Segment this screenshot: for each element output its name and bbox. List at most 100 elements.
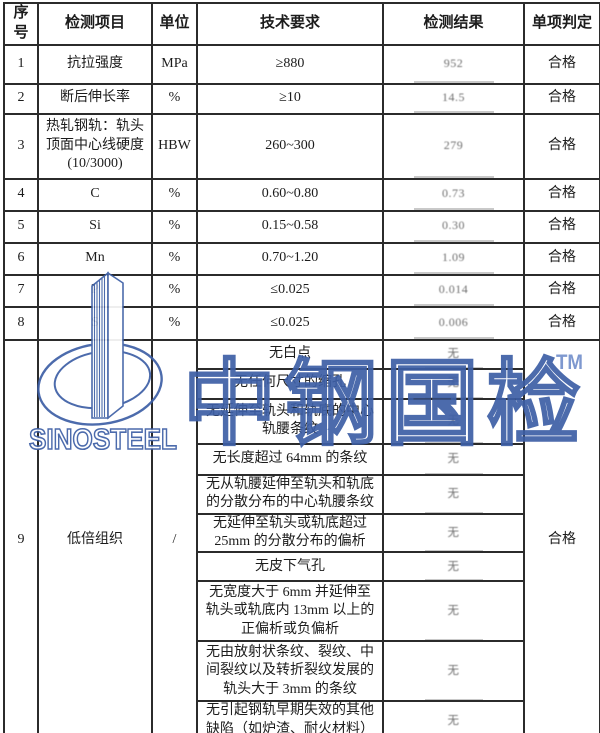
result-value: 无 bbox=[447, 605, 460, 618]
table-row-9-sub: 无任何尺寸的缩孔 无 bbox=[4, 367, 600, 400]
scan-artifact-bar bbox=[413, 239, 494, 241]
table-header-row: 序号 检测项目 单位 技术要求 检测结果 单项判定 bbox=[3, 2, 600, 46]
table-row: 7 P % ≤0.025 0.014 合格 bbox=[3, 273, 600, 308]
cell-result: 0.006 bbox=[382, 305, 525, 341]
scan-artifact-bar bbox=[424, 550, 483, 551]
cell-serial: 5 bbox=[3, 209, 39, 244]
cell-result: 279 bbox=[382, 112, 525, 180]
table-row-9-sub: 无延伸至轨头或轨底超过 25mm 的分散分布的偏析 无 bbox=[4, 512, 600, 554]
cell-verdict: 合格 bbox=[523, 273, 600, 308]
cell-verdict: 合格 bbox=[523, 241, 600, 276]
cell-requirement: 无长度超过 64mm 的条纹 bbox=[196, 442, 384, 476]
result-value: 1.09 bbox=[442, 250, 465, 265]
cell-requirement: 无从轨腰延伸至轨头和轨底 的分散分布的中心轨腰条纹 bbox=[196, 473, 384, 515]
cell-verdict: 合格 bbox=[523, 305, 600, 341]
cell-item: 断后伸长率 bbox=[37, 82, 153, 115]
result-value: 无 bbox=[447, 560, 460, 573]
cell-unit: % bbox=[151, 82, 198, 115]
cell-unit: % bbox=[151, 305, 198, 341]
cell-result: 0.30 bbox=[382, 209, 525, 244]
result-value: 14.5 bbox=[442, 90, 465, 105]
cell-unit: MPa bbox=[151, 43, 198, 85]
header-verdict: 单项判定 bbox=[523, 2, 600, 46]
cell-requirement: 无任何尺寸的缩孔 bbox=[196, 367, 384, 400]
result-value: 0.014 bbox=[438, 282, 469, 297]
table-row-9-sub: 无宽度大于 6mm 并延伸至 轨头或轨底内 13mm 以上的 正偏析或负偏析 无 bbox=[4, 580, 600, 643]
cell-item: 低倍组织 bbox=[37, 338, 153, 733]
result-value: 无 bbox=[447, 452, 460, 465]
cell-unit: / bbox=[151, 338, 198, 733]
cell-requirement: 无白点 bbox=[196, 338, 384, 370]
cell-requirement: 无引起钢轨早期失效的其他 缺陷（如炉渣、耐火材料） bbox=[196, 700, 384, 733]
cell-item: S bbox=[37, 305, 153, 341]
table-row-9-sub: 无延伸至轨头和轨底的中心 轨腰条纹 无 bbox=[4, 397, 600, 445]
cell-serial: 6 bbox=[3, 241, 39, 276]
cell-result: 0.014 bbox=[382, 273, 525, 308]
cell-requirement: 无由放射状条纹、裂纹、中 间裂纹以及转折裂纹发展的 轨头大于 3mm 的条纹 bbox=[196, 640, 384, 703]
table-row: 2 断后伸长率 % ≥10 14.5 合格 bbox=[3, 82, 600, 115]
cell-result: 无 bbox=[382, 367, 525, 400]
cell-requirement: 0.15~0.58 bbox=[196, 209, 384, 244]
scan-artifact-bar bbox=[413, 207, 494, 209]
result-value: 无 bbox=[447, 665, 460, 678]
result-value: 0.006 bbox=[438, 314, 469, 329]
header-item: 检测项目 bbox=[37, 2, 153, 46]
scan-artifact-bar bbox=[424, 511, 483, 512]
table-row: 8 S % ≤0.025 0.006 合格 bbox=[3, 305, 600, 341]
cell-requirement: 无延伸至轨头和轨底的中心 轨腰条纹 bbox=[196, 397, 384, 445]
cell-requirement: 260~300 bbox=[196, 112, 384, 180]
header-result: 检测结果 bbox=[382, 2, 525, 46]
cell-item: P bbox=[37, 273, 153, 308]
header-serial: 序号 bbox=[3, 2, 39, 46]
cell-item: C bbox=[37, 177, 153, 212]
cell-requirement: 0.70~1.20 bbox=[196, 241, 384, 276]
cell-result: 无 bbox=[382, 397, 525, 445]
cell-result: 952 bbox=[382, 43, 525, 85]
table-row: 3 热轧钢轨：轨头 顶面中心线硬度 (10/3000) HBW 260~300 … bbox=[3, 112, 600, 180]
scan-artifact-bar bbox=[413, 271, 494, 273]
cell-result: 无 bbox=[382, 473, 525, 515]
cell-verdict: 合格 bbox=[523, 338, 600, 733]
result-value: 无 bbox=[447, 487, 460, 500]
cell-result: 1.09 bbox=[382, 241, 525, 276]
table-row-9-sub: 无长度超过 64mm 的条纹 无 bbox=[4, 442, 600, 476]
scan-artifact-bar bbox=[413, 336, 494, 338]
cell-verdict: 合格 bbox=[523, 112, 600, 180]
result-value: 无 bbox=[447, 414, 460, 427]
inspection-table: 序号 检测项目 单位 技术要求 检测结果 单项判定 1 抗拉强度 MPa ≥88… bbox=[3, 2, 600, 733]
cell-result: 无 bbox=[382, 442, 525, 476]
cell-unit: HBW bbox=[151, 112, 198, 180]
cell-serial: 8 bbox=[3, 305, 39, 341]
scan-artifact-bar bbox=[413, 175, 494, 177]
cell-requirement: ≤0.025 bbox=[196, 305, 384, 341]
table-row: 6 Mn % 0.70~1.20 1.09 合格 bbox=[3, 241, 600, 276]
cell-verdict: 合格 bbox=[523, 43, 600, 85]
cell-requirement: 无宽度大于 6mm 并延伸至 轨头或轨底内 13mm 以上的 正偏析或负偏析 bbox=[196, 580, 384, 643]
cell-unit: % bbox=[151, 273, 198, 308]
cell-serial: 7 bbox=[3, 273, 39, 308]
table-row: 5 Si % 0.15~0.58 0.30 合格 bbox=[3, 209, 600, 244]
cell-requirement: ≥10 bbox=[196, 82, 384, 115]
cell-item: Mn bbox=[37, 241, 153, 276]
scan-artifact-bar bbox=[413, 303, 494, 305]
table-row: 4 C % 0.60~0.80 0.73 合格 bbox=[3, 177, 600, 212]
cell-requirement: 无延伸至轨头或轨底超过 25mm 的分散分布的偏析 bbox=[196, 512, 384, 554]
cell-verdict: 合格 bbox=[523, 82, 600, 115]
result-value: 952 bbox=[443, 55, 464, 70]
cell-item: 抗拉强度 bbox=[37, 43, 153, 85]
cell-result: 无 bbox=[382, 338, 525, 370]
cell-item: 热轧钢轨：轨头 顶面中心线硬度 (10/3000) bbox=[37, 112, 153, 180]
table-row-9-sub: 9 低倍组织 / 无白点 无 合格 bbox=[3, 338, 600, 733]
result-value: 无 bbox=[447, 526, 460, 539]
cell-result: 无 bbox=[382, 551, 525, 583]
result-value: 无 bbox=[447, 714, 460, 727]
cell-requirement: ≥880 bbox=[196, 43, 384, 85]
scan-artifact-bar bbox=[413, 80, 494, 82]
header-unit: 单位 bbox=[151, 2, 198, 46]
table-row-9-sub: 无由放射状条纹、裂纹、中 间裂纹以及转折裂纹发展的 轨头大于 3mm 的条纹 无 bbox=[4, 640, 600, 703]
cell-result: 无 bbox=[382, 700, 525, 733]
result-value: 0.73 bbox=[442, 186, 465, 201]
cell-result: 14.5 bbox=[382, 82, 525, 115]
header-requirement: 技术要求 bbox=[196, 2, 384, 46]
